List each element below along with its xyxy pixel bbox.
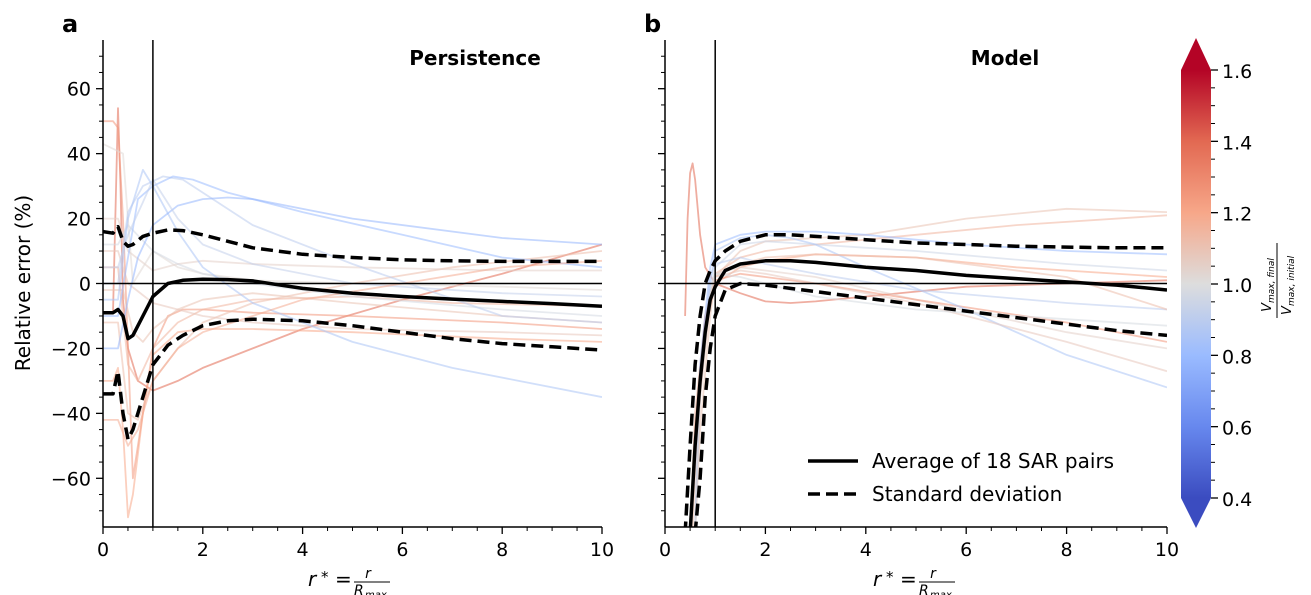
colorbar-extend-max: [1181, 38, 1211, 70]
x-tick-label: 6: [960, 539, 972, 561]
colorbar-tick-label: 0.6: [1222, 418, 1252, 440]
x-label-main: r: [308, 567, 318, 591]
colorbar-label-den: V: [1280, 305, 1295, 315]
pair-curve: [103, 328, 602, 519]
x-tick-label: 0: [97, 539, 109, 561]
pair-curve: [103, 259, 602, 447]
panel-letter-a: a: [62, 10, 78, 38]
y-tick-label: 40: [67, 144, 91, 166]
x-label-den: R: [354, 583, 364, 595]
average-curve: [688, 259, 1167, 527]
pair-curve: [103, 250, 602, 421]
x-label-sub: *: [321, 568, 329, 586]
y-tick-label: 60: [67, 79, 91, 101]
legend-label-average: Average of 18 SAR pairs: [872, 449, 1114, 473]
std_lower-curve: [693, 281, 1167, 527]
x-label-den-sub: max: [930, 590, 952, 595]
colorbar-ticks: 1.6 1.4 1.2 1.0 0.8 0.6 0.4: [1211, 61, 1252, 511]
x-label-sub: *: [886, 568, 894, 586]
x-tick-label: 6: [396, 539, 408, 561]
x-label-den: R: [919, 583, 929, 595]
x-tick-label: 2: [197, 539, 209, 561]
y-tick-label: −40: [51, 403, 91, 425]
colorbar-tick-label: 0.8: [1222, 346, 1252, 368]
pair-curve: [103, 217, 602, 272]
x-tick-label: 10: [1155, 539, 1179, 561]
colorbar-label-num: V: [1260, 302, 1275, 312]
pair-curve: [103, 178, 602, 298]
y-tick-label: 20: [67, 209, 91, 231]
colorbar-tick-label: 1.2: [1222, 204, 1252, 226]
x-tick-label: 0: [659, 539, 671, 561]
x-axis-label: r * = r R max: [873, 566, 955, 595]
summary-curves: [683, 233, 1167, 527]
pair-curve: [103, 175, 602, 324]
pair-curves: [684, 162, 1167, 527]
axes: 0 2 4 6 8 10 60 40 20 0 −20 −40 −60: [51, 40, 614, 561]
pair-curve: [684, 162, 1167, 317]
panel-letter-b: b: [644, 10, 661, 38]
y-tick-label: 0: [79, 274, 91, 296]
colorbar-tick-label: 0.4: [1222, 489, 1252, 511]
x-label-equals: =: [900, 567, 917, 591]
colorbar-tick-label: 1.0: [1222, 275, 1252, 297]
pair-curve: [103, 224, 602, 317]
y-axis-label: Relative error (%): [11, 195, 35, 371]
x-tick-label: 4: [860, 539, 872, 561]
average-curve: [103, 277, 602, 341]
colorbar-tick-label: 1.6: [1222, 61, 1252, 83]
colorbar-extend-min: [1181, 498, 1211, 528]
pair-curve: [103, 196, 602, 350]
summary-curves: [103, 224, 602, 442]
colorbar-label-num-sub: max, final: [1267, 258, 1277, 303]
x-label-main: r: [873, 567, 883, 591]
axes: 0 2 4 6 8 10: [658, 40, 1179, 561]
colorbar-label-den-sub: max, initial: [1287, 255, 1297, 306]
pair-curve: [103, 175, 602, 317]
std_upper-curve: [103, 224, 602, 264]
x-label-den-sub: max: [365, 590, 387, 595]
pair-curve: [103, 120, 602, 480]
x-tick-label: 8: [496, 539, 508, 561]
x-label-equals: =: [335, 567, 352, 591]
std_upper-curve: [683, 233, 1167, 527]
x-axis-label: r * = r R max: [308, 566, 390, 595]
x-tick-label: 10: [590, 539, 614, 561]
std_lower-curve: [103, 317, 602, 442]
colorbar: 1.6 1.4 1.2 1.0 0.8 0.6 0.4 V max, final V max…: [1181, 38, 1297, 528]
x-tick-label: 2: [759, 539, 771, 561]
legend: Average of 18 SAR pairs Standard deviati…: [808, 449, 1114, 506]
pair-curves: [103, 107, 602, 519]
legend-label-std: Standard deviation: [872, 482, 1062, 506]
x-label-num: r: [930, 566, 937, 582]
panel-model: b 0 2 4 6 8 10 Model r * = r R max Average of…: [644, 10, 1179, 595]
y-tick-label: −20: [51, 338, 91, 360]
reference-lines: [103, 40, 602, 527]
colorbar-tick-label: 1.4: [1222, 132, 1252, 154]
panel-title: Model: [971, 46, 1039, 70]
panel-persistence: a 0 2 4 6 8 10 60 40 20 0 −20 −40 −60 Persistence Re…: [11, 10, 614, 595]
x-label-num: r: [365, 566, 372, 582]
x-tick-label: 4: [297, 539, 309, 561]
pair-curve: [103, 250, 602, 337]
colorbar-gradient: [1181, 70, 1211, 498]
panel-title: Persistence: [409, 46, 541, 70]
colorbar-label: V max, final V max, initial: [1260, 243, 1297, 318]
y-tick-label: −60: [51, 468, 91, 490]
x-tick-label: 8: [1061, 539, 1073, 561]
